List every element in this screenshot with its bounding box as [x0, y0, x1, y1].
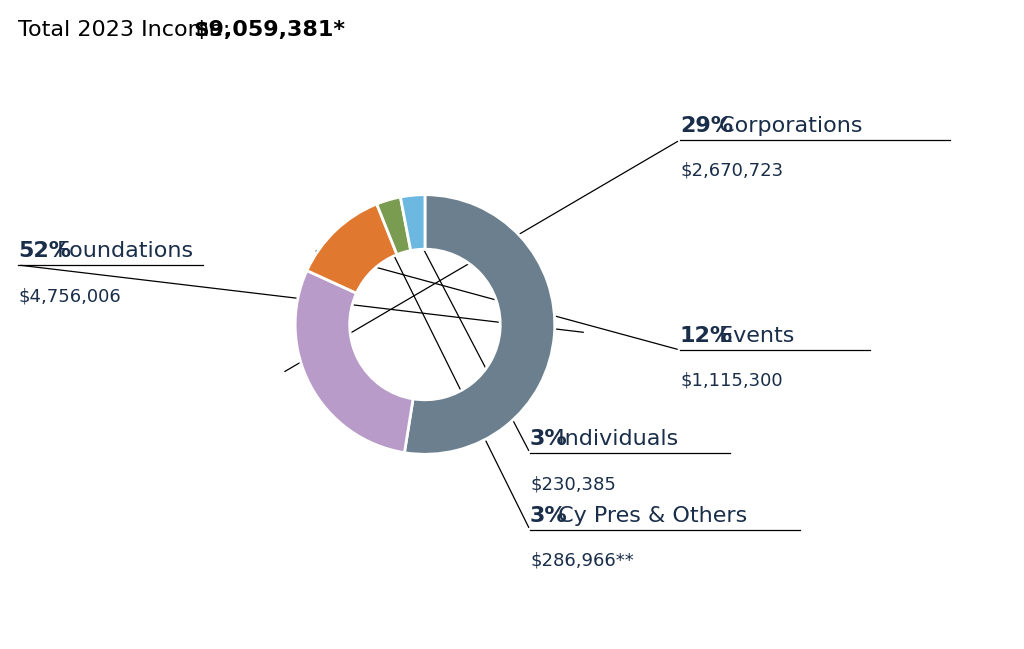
Wedge shape: [400, 195, 425, 251]
Text: $1,115,300: $1,115,300: [680, 372, 782, 390]
Text: 12%: 12%: [680, 326, 733, 346]
Text: 3%: 3%: [530, 506, 567, 526]
Text: $286,966**: $286,966**: [530, 552, 634, 570]
Text: $230,385: $230,385: [530, 475, 615, 493]
Text: Foundations: Foundations: [49, 241, 193, 261]
Wedge shape: [295, 271, 413, 452]
Wedge shape: [404, 195, 555, 454]
Text: Events: Events: [712, 326, 794, 346]
Text: $4,756,006: $4,756,006: [18, 287, 121, 305]
Text: Individuals: Individuals: [551, 429, 678, 449]
Text: Cy Pres & Others: Cy Pres & Others: [551, 506, 748, 526]
Text: Total 2023 Income:: Total 2023 Income:: [18, 20, 238, 40]
Text: Corporations: Corporations: [712, 116, 862, 136]
Text: $2,670,723: $2,670,723: [680, 162, 783, 180]
Text: 52%: 52%: [18, 241, 71, 261]
Wedge shape: [307, 204, 397, 293]
Text: 29%: 29%: [680, 116, 733, 136]
Text: $9,059,381*: $9,059,381*: [193, 20, 345, 40]
Text: 3%: 3%: [530, 429, 567, 449]
Wedge shape: [377, 197, 411, 254]
